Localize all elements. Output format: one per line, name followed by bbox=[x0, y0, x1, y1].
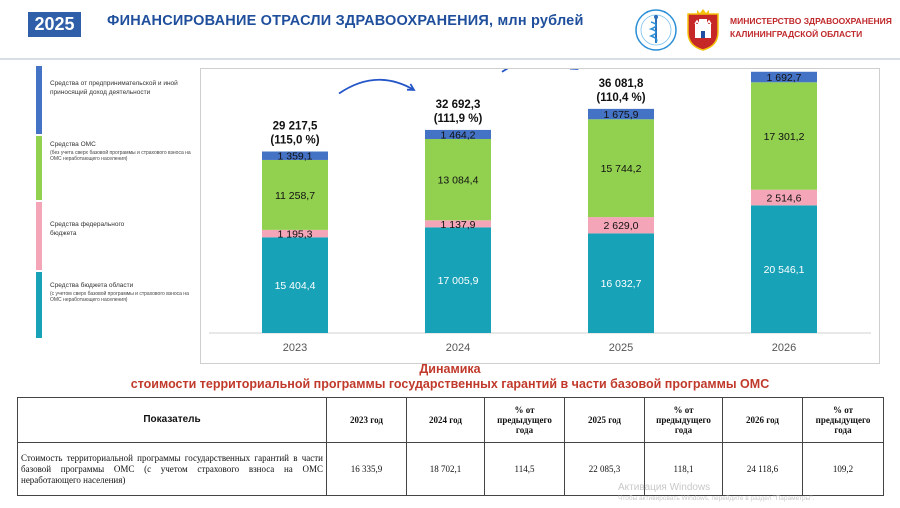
bar-segment bbox=[751, 71, 817, 83]
bar-value-label: 15 404,4 bbox=[275, 280, 316, 292]
ministry-name: МИНИСТЕРСТВО ЗДРАВООХРАНЕНИЯ КАЛИНИНГРАД… bbox=[730, 15, 892, 41]
legend-text: Средства бюджета области bbox=[50, 282, 134, 289]
legend-swatch-business bbox=[36, 66, 42, 134]
bar-segment bbox=[751, 205, 817, 333]
table-cell: 18 702,1 bbox=[406, 442, 485, 496]
bar-growth-label: (111,9 %) bbox=[434, 113, 483, 125]
table-subtitle: стоимости территориальной программы госу… bbox=[130, 377, 770, 391]
legend-text: Средства федерального бюджета bbox=[50, 221, 125, 237]
bar-value-label: 15 744,2 bbox=[601, 163, 642, 175]
bar-segment bbox=[262, 151, 328, 160]
table-cell: 16 335,9 bbox=[326, 442, 407, 496]
header: 2025 ФИНАНСИРОВАНИЕ ОТРАСЛИ ЗДРАВООХРАНЕ… bbox=[0, 0, 900, 56]
table-header-cell: Показатель bbox=[17, 397, 327, 443]
x-tick-label: 2025 bbox=[609, 342, 633, 354]
legend-note: (с учетом сверх базовой программы и стра… bbox=[50, 290, 189, 304]
table-header-cell: 2026 год bbox=[722, 397, 803, 443]
table-cell: 24 118,6 bbox=[722, 442, 803, 496]
bar-value-label: 2 514,6 bbox=[766, 193, 801, 205]
x-tick-label: 2024 bbox=[446, 342, 470, 354]
table-header-cell: % от предыдущего года bbox=[644, 397, 723, 443]
table-title: Динамика bbox=[419, 362, 481, 376]
bar-segment bbox=[588, 119, 654, 218]
bar-total-label: 36 081,8 bbox=[599, 78, 644, 90]
bar-segment bbox=[588, 233, 654, 333]
chart-legend: Средства от предпринимательской и иной п… bbox=[36, 66, 196, 338]
bar-value-label: 17 005,9 bbox=[438, 275, 479, 287]
bar-value-label: 17 301,2 bbox=[764, 131, 805, 143]
table-header-cell: % от предыдущего года bbox=[802, 397, 884, 443]
table-cell: Стоимость территориальной программы госу… bbox=[17, 442, 327, 496]
legend-swatch-regional bbox=[36, 272, 42, 338]
bar-value-label: 11 258,7 bbox=[275, 190, 315, 202]
bar-segment bbox=[262, 159, 328, 230]
watermark-title: Активация Windows bbox=[618, 482, 711, 493]
windows-activation-watermark: Активация Windows Чтобы активировать Win… bbox=[618, 482, 814, 504]
bar-value-label: 1 137,9 bbox=[440, 219, 475, 231]
table-header-cell: 2025 год bbox=[564, 397, 645, 443]
table-cell: 114,5 bbox=[484, 442, 565, 496]
bar-growth-label: (110,4 %) bbox=[596, 92, 645, 104]
ministry-name-line1: МИНИСТЕРСТВО ЗДРАВООХРАНЕНИЯ bbox=[730, 16, 892, 26]
year-badge: 2025 bbox=[28, 12, 81, 37]
table-header-cell: % от предыдущего года bbox=[484, 397, 565, 443]
legend-label-regional: Средства бюджета области (с учетом сверх… bbox=[50, 282, 196, 304]
bar-segment bbox=[262, 229, 328, 238]
bar-total-label: 29 217,5 bbox=[273, 121, 318, 133]
ministry-name-line2: КАЛИНИНГРАДСКОЙ ОБЛАСТИ bbox=[730, 29, 863, 39]
bar-segment bbox=[425, 220, 491, 228]
bar-value-label: 1 692,7 bbox=[766, 72, 801, 84]
bar-segment bbox=[751, 189, 817, 206]
legend-text: Средства ОМС bbox=[50, 141, 96, 148]
bar-value-label: 13 084,4 bbox=[438, 175, 479, 187]
watermark-text: Чтобы активировать Windows, перейдите в … bbox=[618, 495, 815, 502]
bar-segment bbox=[425, 129, 491, 140]
bar-total-label: 32 692,3 bbox=[436, 99, 481, 111]
bar-value-label: 1 359,1 bbox=[277, 151, 312, 163]
stacked-bar-chart: 15 404,4 1 195,3 11 258,7 1 359,1 29 217,5 (1… bbox=[209, 23, 871, 354]
bar-value-label: 16 032,7 bbox=[601, 278, 642, 290]
growth-arrow-head bbox=[406, 83, 416, 91]
header-divider bbox=[0, 58, 900, 60]
health-emblem-icon bbox=[635, 9, 677, 51]
legend-label-federal: Средства федерального бюджета bbox=[50, 221, 140, 238]
x-tick-label: 2026 bbox=[772, 342, 796, 354]
bar-growth-label: (115,0 %) bbox=[270, 135, 319, 147]
bar-value-label: 2 629,0 bbox=[603, 220, 638, 232]
bar-segment bbox=[751, 82, 817, 190]
bar-segment bbox=[588, 108, 654, 120]
legend-note: (без учета сверх базовой программы и стр… bbox=[50, 149, 191, 163]
chart-area: 15 404,4 1 195,3 11 258,7 1 359,1 29 217,5 (1… bbox=[200, 23, 880, 364]
table-cell: 118,1 bbox=[644, 442, 723, 496]
table-header-row: Показатель 2023 год 2024 год % от предыд… bbox=[17, 397, 884, 443]
legend-swatch-oms bbox=[36, 136, 42, 200]
legend-label-business: Средства от предпринимательской и иной п… bbox=[50, 80, 196, 97]
x-tick-label: 2023 bbox=[283, 342, 307, 354]
bar-value-label: 1 464,2 bbox=[440, 129, 475, 141]
legend-swatch-federal bbox=[36, 202, 42, 270]
page-title: ФИНАНСИРОВАНИЕ ОТРАСЛИ ЗДРАВООХРАНЕНИЯ, … bbox=[107, 13, 584, 29]
table-cell: 109,2 bbox=[802, 442, 884, 496]
bar-segment bbox=[262, 237, 328, 333]
growth-arrow bbox=[338, 78, 415, 95]
region-coat-of-arms-icon bbox=[687, 9, 719, 51]
table-header-cell: 2023 год bbox=[326, 397, 407, 443]
bar-segment bbox=[588, 217, 654, 234]
bar-segment bbox=[425, 227, 491, 333]
bar-value-label: 1 675,9 bbox=[603, 109, 638, 121]
growth-arrow bbox=[501, 57, 578, 73]
bar-segment bbox=[425, 139, 491, 221]
table-header-cell: 2024 год bbox=[406, 397, 485, 443]
bar-value-label: 1 195,3 bbox=[277, 229, 312, 241]
legend-text: Средства от предпринимательской и иной п… bbox=[50, 80, 178, 96]
bar-value-label: 20 546,1 bbox=[764, 264, 805, 276]
oms-cost-table: Показатель 2023 год 2024 год % от предыд… bbox=[17, 397, 884, 496]
table-row: Стоимость территориальной программы госу… bbox=[17, 442, 884, 496]
legend-label-oms: Средства ОМС (без учета сверх базовой пр… bbox=[50, 141, 196, 163]
